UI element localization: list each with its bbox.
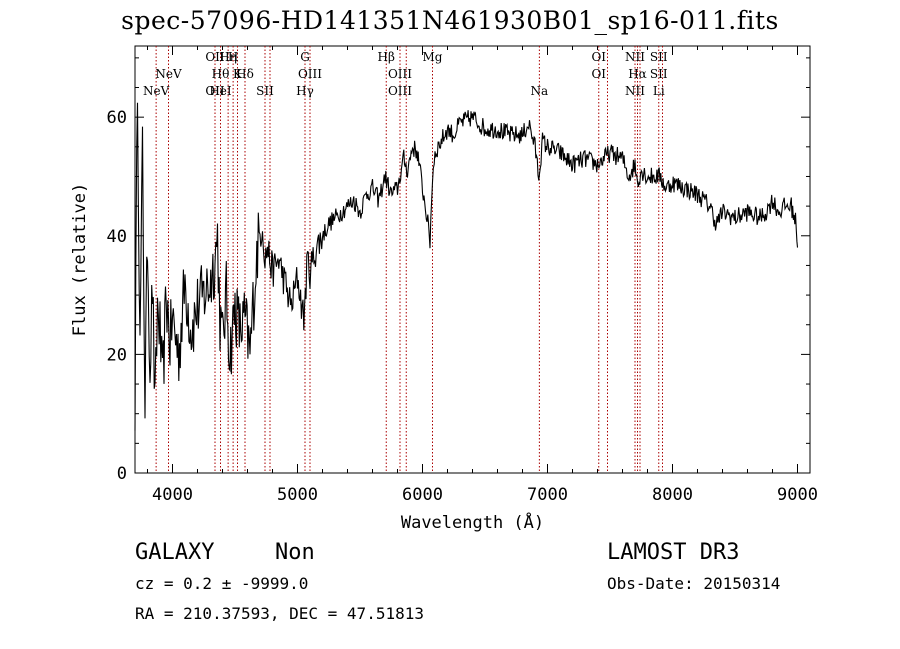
redshift-cz: cz = 0.2 ± -9999.0 xyxy=(135,574,309,593)
spectrum-line xyxy=(134,102,799,431)
y-tick-label: 20 xyxy=(107,345,127,365)
line-label: OI xyxy=(591,50,606,64)
x-tick-label: 5000 xyxy=(277,485,318,505)
line-label: SII xyxy=(256,84,274,98)
line-label: G xyxy=(300,50,310,64)
line-label: NII xyxy=(625,50,645,64)
line-label: OII xyxy=(205,50,225,64)
line-label: Mg xyxy=(423,50,443,64)
line-label: K xyxy=(233,67,243,81)
line-label: Hδ xyxy=(236,67,254,81)
line-label: OI xyxy=(591,67,606,81)
survey-name: LAMOST DR3 xyxy=(607,540,740,565)
y-tick-label: 40 xyxy=(107,227,127,247)
line-label: Hβ xyxy=(378,50,395,64)
x-tick-label: 9000 xyxy=(777,485,818,505)
line-label: SII xyxy=(650,67,668,81)
line-label: SII xyxy=(650,50,668,64)
line-label: OIII xyxy=(388,84,412,98)
line-label: OII xyxy=(205,84,225,98)
line-label: NeV xyxy=(143,84,170,98)
line-label: Hγ xyxy=(296,84,314,98)
line-label: NeV xyxy=(155,67,182,81)
object-class: GALAXY xyxy=(135,540,215,565)
line-label: Hη xyxy=(219,50,237,64)
line-label: OIII xyxy=(298,67,322,81)
line-label: Hθ xyxy=(212,67,230,81)
x-tick-label: 7000 xyxy=(527,485,568,505)
object-subclass: Non xyxy=(275,540,315,565)
x-tick-label: 8000 xyxy=(652,485,693,505)
x-tick-label: 6000 xyxy=(402,485,443,505)
x-axis-label: Wavelength (Å) xyxy=(401,511,544,533)
y-tick-label: 60 xyxy=(107,108,127,128)
line-label: Hα xyxy=(628,67,647,81)
line-label: H xyxy=(228,50,238,64)
x-tick-label: 4000 xyxy=(152,485,193,505)
line-label: HeI xyxy=(209,84,232,98)
plot-frame xyxy=(134,45,811,474)
page-title: spec-57096-HD141351N461930B01_sp16-011.f… xyxy=(121,6,779,35)
line-label: OIII xyxy=(388,67,412,81)
line-label: NII xyxy=(625,84,645,98)
y-axis-label: Flux (relative) xyxy=(70,183,90,337)
coordinates: RA = 210.37593, DEC = 47.51813 xyxy=(135,604,424,623)
obs-date: Obs-Date: 20150314 xyxy=(607,574,781,593)
line-label: Li xyxy=(653,84,665,98)
y-tick-label: 0 xyxy=(117,464,127,484)
line-label: Na xyxy=(531,84,549,98)
